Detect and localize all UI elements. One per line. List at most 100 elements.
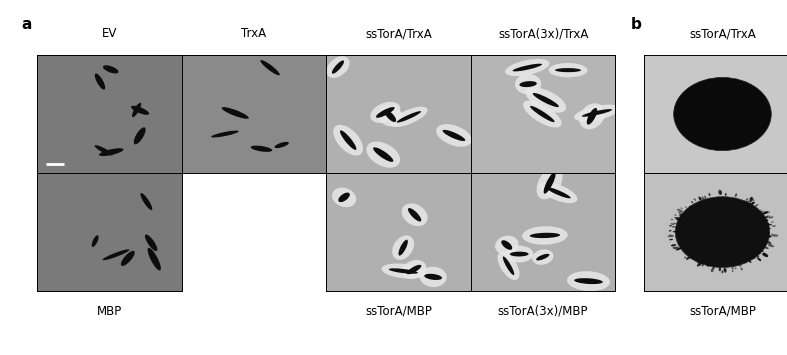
Ellipse shape (530, 106, 555, 122)
Ellipse shape (382, 263, 425, 279)
Ellipse shape (765, 241, 771, 244)
Ellipse shape (260, 60, 280, 75)
Ellipse shape (719, 190, 722, 195)
Ellipse shape (370, 102, 401, 123)
Ellipse shape (676, 218, 682, 221)
Ellipse shape (763, 246, 769, 249)
Ellipse shape (763, 253, 766, 255)
Ellipse shape (746, 198, 748, 201)
Ellipse shape (684, 257, 686, 258)
Ellipse shape (719, 191, 722, 195)
Ellipse shape (693, 198, 696, 201)
Ellipse shape (731, 266, 733, 270)
Ellipse shape (687, 253, 689, 254)
Ellipse shape (674, 77, 771, 151)
Ellipse shape (275, 142, 289, 148)
Ellipse shape (669, 225, 672, 226)
Ellipse shape (767, 224, 772, 226)
Ellipse shape (765, 235, 772, 237)
Ellipse shape (327, 56, 349, 78)
Ellipse shape (760, 209, 762, 211)
Ellipse shape (755, 204, 759, 207)
Ellipse shape (134, 127, 146, 144)
Ellipse shape (759, 259, 761, 261)
Ellipse shape (725, 193, 726, 196)
Ellipse shape (767, 232, 770, 233)
Ellipse shape (401, 203, 427, 226)
Ellipse shape (768, 244, 774, 247)
Ellipse shape (771, 222, 774, 223)
Ellipse shape (761, 250, 763, 252)
Ellipse shape (442, 130, 465, 141)
Ellipse shape (767, 228, 770, 229)
Ellipse shape (735, 267, 737, 269)
Ellipse shape (389, 268, 418, 274)
Ellipse shape (719, 266, 720, 268)
Ellipse shape (762, 211, 768, 214)
Ellipse shape (94, 145, 113, 155)
Ellipse shape (699, 197, 700, 200)
Ellipse shape (756, 251, 761, 254)
Ellipse shape (719, 267, 721, 271)
Ellipse shape (768, 243, 772, 245)
Text: EV: EV (102, 27, 117, 40)
Ellipse shape (691, 258, 692, 259)
Ellipse shape (770, 234, 773, 235)
Ellipse shape (251, 146, 272, 152)
Ellipse shape (759, 213, 762, 214)
Ellipse shape (574, 105, 620, 121)
Ellipse shape (671, 226, 675, 228)
Text: TrxA: TrxA (242, 27, 267, 40)
Ellipse shape (741, 267, 743, 271)
Ellipse shape (674, 217, 679, 219)
Ellipse shape (523, 100, 562, 127)
Ellipse shape (700, 263, 701, 265)
Ellipse shape (752, 203, 753, 204)
Ellipse shape (767, 224, 770, 225)
Ellipse shape (763, 252, 767, 254)
Ellipse shape (539, 182, 578, 203)
Ellipse shape (756, 255, 759, 257)
Ellipse shape (575, 278, 603, 284)
Ellipse shape (676, 247, 682, 250)
Ellipse shape (140, 193, 152, 210)
Ellipse shape (732, 270, 733, 272)
Ellipse shape (671, 244, 676, 246)
Ellipse shape (750, 197, 752, 200)
Ellipse shape (579, 103, 604, 129)
Ellipse shape (385, 110, 396, 122)
Ellipse shape (669, 230, 672, 231)
Ellipse shape (392, 235, 414, 260)
Ellipse shape (503, 256, 514, 275)
Ellipse shape (748, 261, 752, 263)
Ellipse shape (672, 247, 676, 248)
Ellipse shape (715, 197, 716, 200)
Ellipse shape (769, 216, 774, 219)
Ellipse shape (332, 60, 344, 74)
Ellipse shape (723, 268, 726, 273)
Ellipse shape (676, 217, 682, 219)
Ellipse shape (103, 65, 119, 73)
Ellipse shape (702, 264, 704, 266)
Ellipse shape (673, 231, 678, 233)
Ellipse shape (756, 257, 761, 261)
Ellipse shape (763, 215, 770, 219)
Ellipse shape (699, 264, 700, 266)
Ellipse shape (532, 249, 553, 265)
Ellipse shape (749, 197, 752, 200)
Ellipse shape (340, 130, 357, 150)
Ellipse shape (751, 202, 755, 205)
Ellipse shape (697, 262, 699, 263)
Ellipse shape (712, 265, 715, 269)
Ellipse shape (765, 223, 770, 225)
Ellipse shape (533, 93, 559, 107)
Ellipse shape (334, 125, 363, 155)
Ellipse shape (497, 252, 519, 280)
Ellipse shape (436, 124, 471, 147)
Ellipse shape (771, 234, 778, 237)
Text: ssTorA(3x)/MBP: ssTorA(3x)/MBP (498, 305, 589, 318)
Ellipse shape (669, 239, 673, 240)
Ellipse shape (701, 197, 705, 201)
Ellipse shape (749, 198, 754, 202)
Ellipse shape (681, 247, 685, 249)
